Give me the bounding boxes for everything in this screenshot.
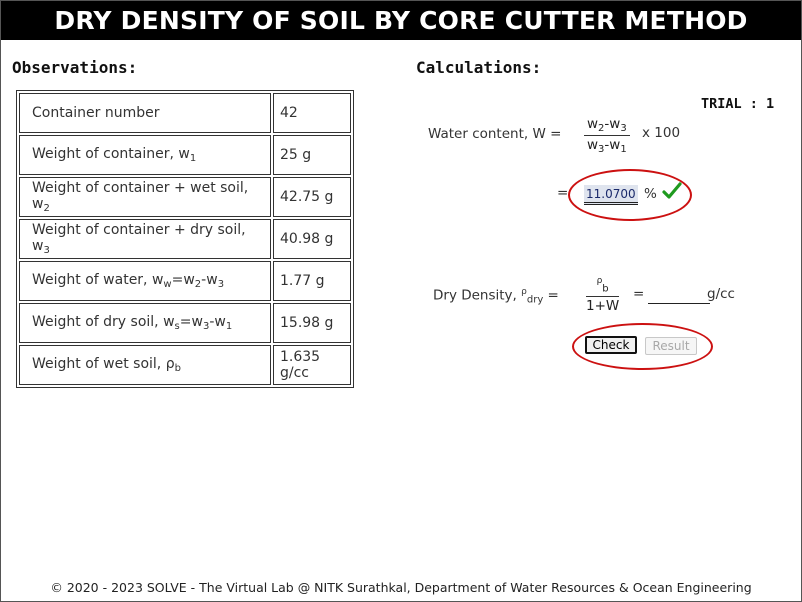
percent-unit: %: [644, 186, 657, 202]
row-label: Weight of container, w1: [19, 135, 271, 175]
water-content-label: Water content, W =: [428, 126, 562, 142]
fraction-denominator: w3-w1: [587, 137, 627, 155]
table-row: Weight of water, ww=w2-w3 1.77 g: [19, 261, 351, 301]
title-bar: DRY DENSITY OF SOIL BY CORE CUTTER METHO…: [1, 1, 801, 40]
table-row: Weight of container + dry soil, w3 40.98…: [19, 219, 351, 259]
table-row: Weight of container + wet soil, w2 42.75…: [19, 177, 351, 217]
dry-density-label: Dry Density, ρdry =: [433, 287, 559, 306]
water-content-fraction: w2-w3 w3-w1: [584, 116, 630, 155]
fraction-denominator: 1+W: [586, 297, 620, 314]
page-title: DRY DENSITY OF SOIL BY CORE CUTTER METHO…: [54, 6, 748, 35]
water-content-input[interactable]: [584, 185, 638, 205]
result-button[interactable]: Result: [645, 337, 697, 355]
row-value: 25 g: [273, 135, 351, 175]
fraction-numerator: w2-w3: [584, 116, 630, 136]
row-value: 1.635 g/cc: [273, 345, 351, 385]
row-value: 42: [273, 93, 351, 133]
gcc-unit: g/cc: [707, 286, 735, 302]
table-row: Weight of dry soil, ws=w3-w1 15.98 g: [19, 303, 351, 343]
highlight-ring-buttons: [572, 323, 713, 370]
check-button[interactable]: Check: [585, 336, 637, 354]
footer-text: © 2020 - 2023 SOLVE - The Virtual Lab @ …: [50, 580, 752, 595]
row-label: Container number: [19, 93, 271, 133]
row-value: 40.98 g: [273, 219, 351, 259]
times-100: x 100: [642, 125, 681, 141]
table-row: Weight of wet soil, ρb 1.635 g/cc: [19, 345, 351, 385]
equals-sign: =: [633, 286, 645, 302]
calculations-heading: Calculations:: [416, 58, 542, 77]
fraction-numerator: ρb: [586, 276, 620, 297]
table-row: Weight of container, w1 25 g: [19, 135, 351, 175]
row-label: Weight of wet soil, ρb: [19, 345, 271, 385]
trial-label: TRIAL : 1: [701, 96, 775, 112]
check-mark-icon: [661, 180, 683, 206]
table-row: Container number 42: [19, 93, 351, 133]
row-label: Weight of container + wet soil, w2: [19, 177, 271, 217]
highlight-ring-water: [568, 169, 692, 221]
row-label: Weight of container + dry soil, w3: [19, 219, 271, 259]
dry-density-fraction: ρb 1+W: [586, 276, 620, 314]
observations-table: Container number 42 Weight of container,…: [16, 90, 354, 388]
row-value: 42.75 g: [273, 177, 351, 217]
row-label: Weight of dry soil, ws=w3-w1: [19, 303, 271, 343]
equals-sign: =: [557, 185, 569, 201]
row-label: Weight of water, ww=w2-w3: [19, 261, 271, 301]
dry-density-input[interactable]: [648, 289, 710, 304]
row-value: 1.77 g: [273, 261, 351, 301]
row-value: 15.98 g: [273, 303, 351, 343]
observations-heading: Observations:: [12, 58, 138, 77]
